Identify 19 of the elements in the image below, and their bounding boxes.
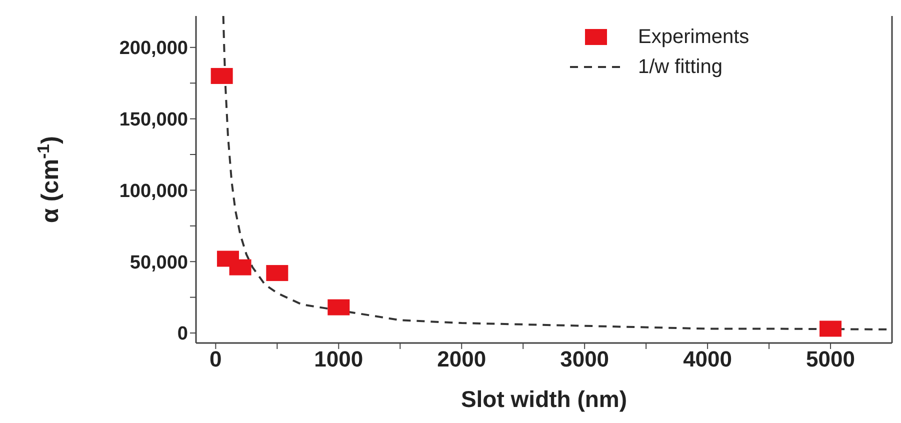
point	[328, 299, 350, 316]
point	[229, 259, 252, 276]
y-tick-label: 100,000	[119, 180, 188, 202]
legend-label: 1/w fitting	[638, 56, 722, 78]
point	[820, 320, 842, 337]
point	[210, 68, 233, 84]
y-tick-label: 50,000	[130, 252, 188, 274]
x-tick-label: 5000	[806, 346, 855, 372]
y-tick-label: 150,000	[119, 110, 188, 131]
x-tick-label: 4000	[683, 346, 732, 372]
y-tick-label: 0	[177, 324, 188, 345]
legend-label: Experiments	[638, 26, 750, 48]
x-tick-label: 1000	[314, 346, 364, 372]
x-tick-label: 0	[210, 346, 222, 372]
point	[266, 265, 288, 282]
x-tick-label: 3000	[560, 346, 610, 372]
y-tick-label: 200,000	[119, 38, 188, 60]
x-axis-title: Slot width (nm)	[460, 386, 628, 412]
x-tick-label: 2000	[437, 346, 486, 372]
